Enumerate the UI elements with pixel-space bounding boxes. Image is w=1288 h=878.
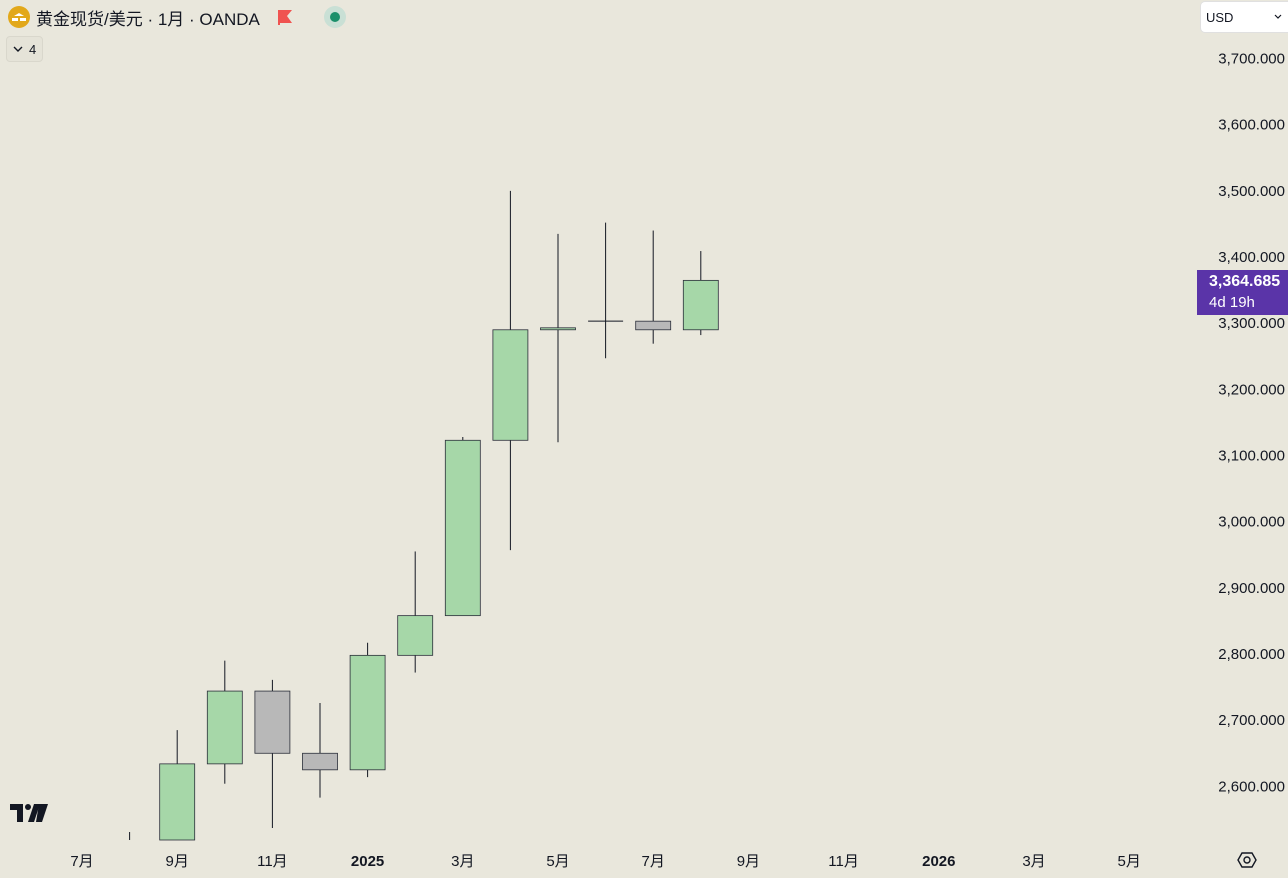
candles-layer <box>129 190 719 841</box>
candle-2024-10[interactable] <box>206 660 243 784</box>
candle-body <box>302 752 338 771</box>
time-tick: 2026 <box>922 853 955 870</box>
chevron-down-icon <box>1274 14 1282 19</box>
candle-2024-11[interactable] <box>254 679 291 829</box>
price-tick: 3,300.000 <box>1218 315 1285 332</box>
time-tick: 5月 <box>546 853 569 870</box>
price-tick: 2,900.000 <box>1218 580 1285 597</box>
gold-coin-icon <box>8 6 30 28</box>
chart-header: 黄金现货/美元 · 1月 · OANDA <box>8 6 346 29</box>
price-tick: 3,500.000 <box>1218 183 1285 200</box>
time-tick: 11月 <box>257 853 288 870</box>
candle-body <box>206 690 243 765</box>
price-tick: 3,600.000 <box>1218 117 1285 134</box>
red-flag-icon[interactable] <box>276 9 294 25</box>
price-tick: 3,000.000 <box>1218 514 1285 531</box>
chevron-down-icon <box>13 46 23 52</box>
candle-2025-06[interactable] <box>588 222 624 359</box>
time-axis: 7月 9月 11月 2025 3月 5月 7月 9月 11月 2026 3月 5月 <box>70 853 1141 870</box>
time-tick: 9月 <box>737 853 760 870</box>
time-tick: 2025 <box>351 853 384 870</box>
bar-countdown: 4d 19h <box>1209 294 1255 311</box>
candle-body <box>492 329 529 441</box>
price-axis: 3,700.000 3,600.000 3,500.000 3,400.000 3,30… <box>1218 50 1285 795</box>
candle-2025-05[interactable] <box>540 233 576 443</box>
candle-body <box>159 763 196 841</box>
candle-2025-01[interactable] <box>349 642 386 778</box>
market-open-dot-icon[interactable] <box>323 6 346 28</box>
candle-2024-12[interactable] <box>302 702 338 798</box>
candle-2025-02[interactable] <box>397 551 434 673</box>
indicator-count: 4 <box>29 41 37 57</box>
time-tick: 3月 <box>1022 853 1045 870</box>
candle-2025-03[interactable] <box>444 436 481 617</box>
candle-2024-09[interactable] <box>159 730 196 841</box>
currency-label: USD <box>1206 9 1234 25</box>
time-tick: 9月 <box>166 853 189 870</box>
candle-body <box>397 615 434 656</box>
candle-body <box>635 320 672 331</box>
symbol-title[interactable]: 黄金现货/美元 · 1月 · OANDA <box>36 9 260 29</box>
price-tick: 2,700.000 <box>1218 712 1285 729</box>
candle-body <box>349 654 386 771</box>
time-tick: 3月 <box>451 853 474 870</box>
price-tick: 3,200.000 <box>1218 381 1285 398</box>
candle-2025-04[interactable] <box>492 190 529 551</box>
time-tick: 7月 <box>70 853 93 870</box>
time-tick: 5月 <box>1118 853 1141 870</box>
time-tick: 7月 <box>642 853 665 870</box>
price-tick: 3,100.000 <box>1218 448 1285 465</box>
candle-body <box>540 327 576 331</box>
price-tick: 3,700.000 <box>1218 50 1285 67</box>
price-tick: 2,800.000 <box>1218 646 1285 663</box>
candle-2025-07[interactable] <box>635 230 672 344</box>
indicators-collapse-button[interactable]: 4 <box>6 36 44 62</box>
currency-selector[interactable]: USD <box>1201 2 1288 32</box>
price-tick: 3,400.000 <box>1218 249 1285 266</box>
candle-body <box>444 439 481 617</box>
tradingview-logo-icon[interactable] <box>9 801 49 825</box>
candle-body <box>254 690 291 754</box>
price-tick: 2,600.000 <box>1218 778 1285 795</box>
last-price-label: 3,364.685 4d 19h <box>1197 270 1288 315</box>
last-price: 3,364.685 <box>1209 273 1281 290</box>
settings-icon[interactable] <box>1236 849 1258 871</box>
candle-body <box>682 279 719 331</box>
candle-2025-08[interactable] <box>682 251 719 336</box>
time-tick: 11月 <box>828 853 859 870</box>
